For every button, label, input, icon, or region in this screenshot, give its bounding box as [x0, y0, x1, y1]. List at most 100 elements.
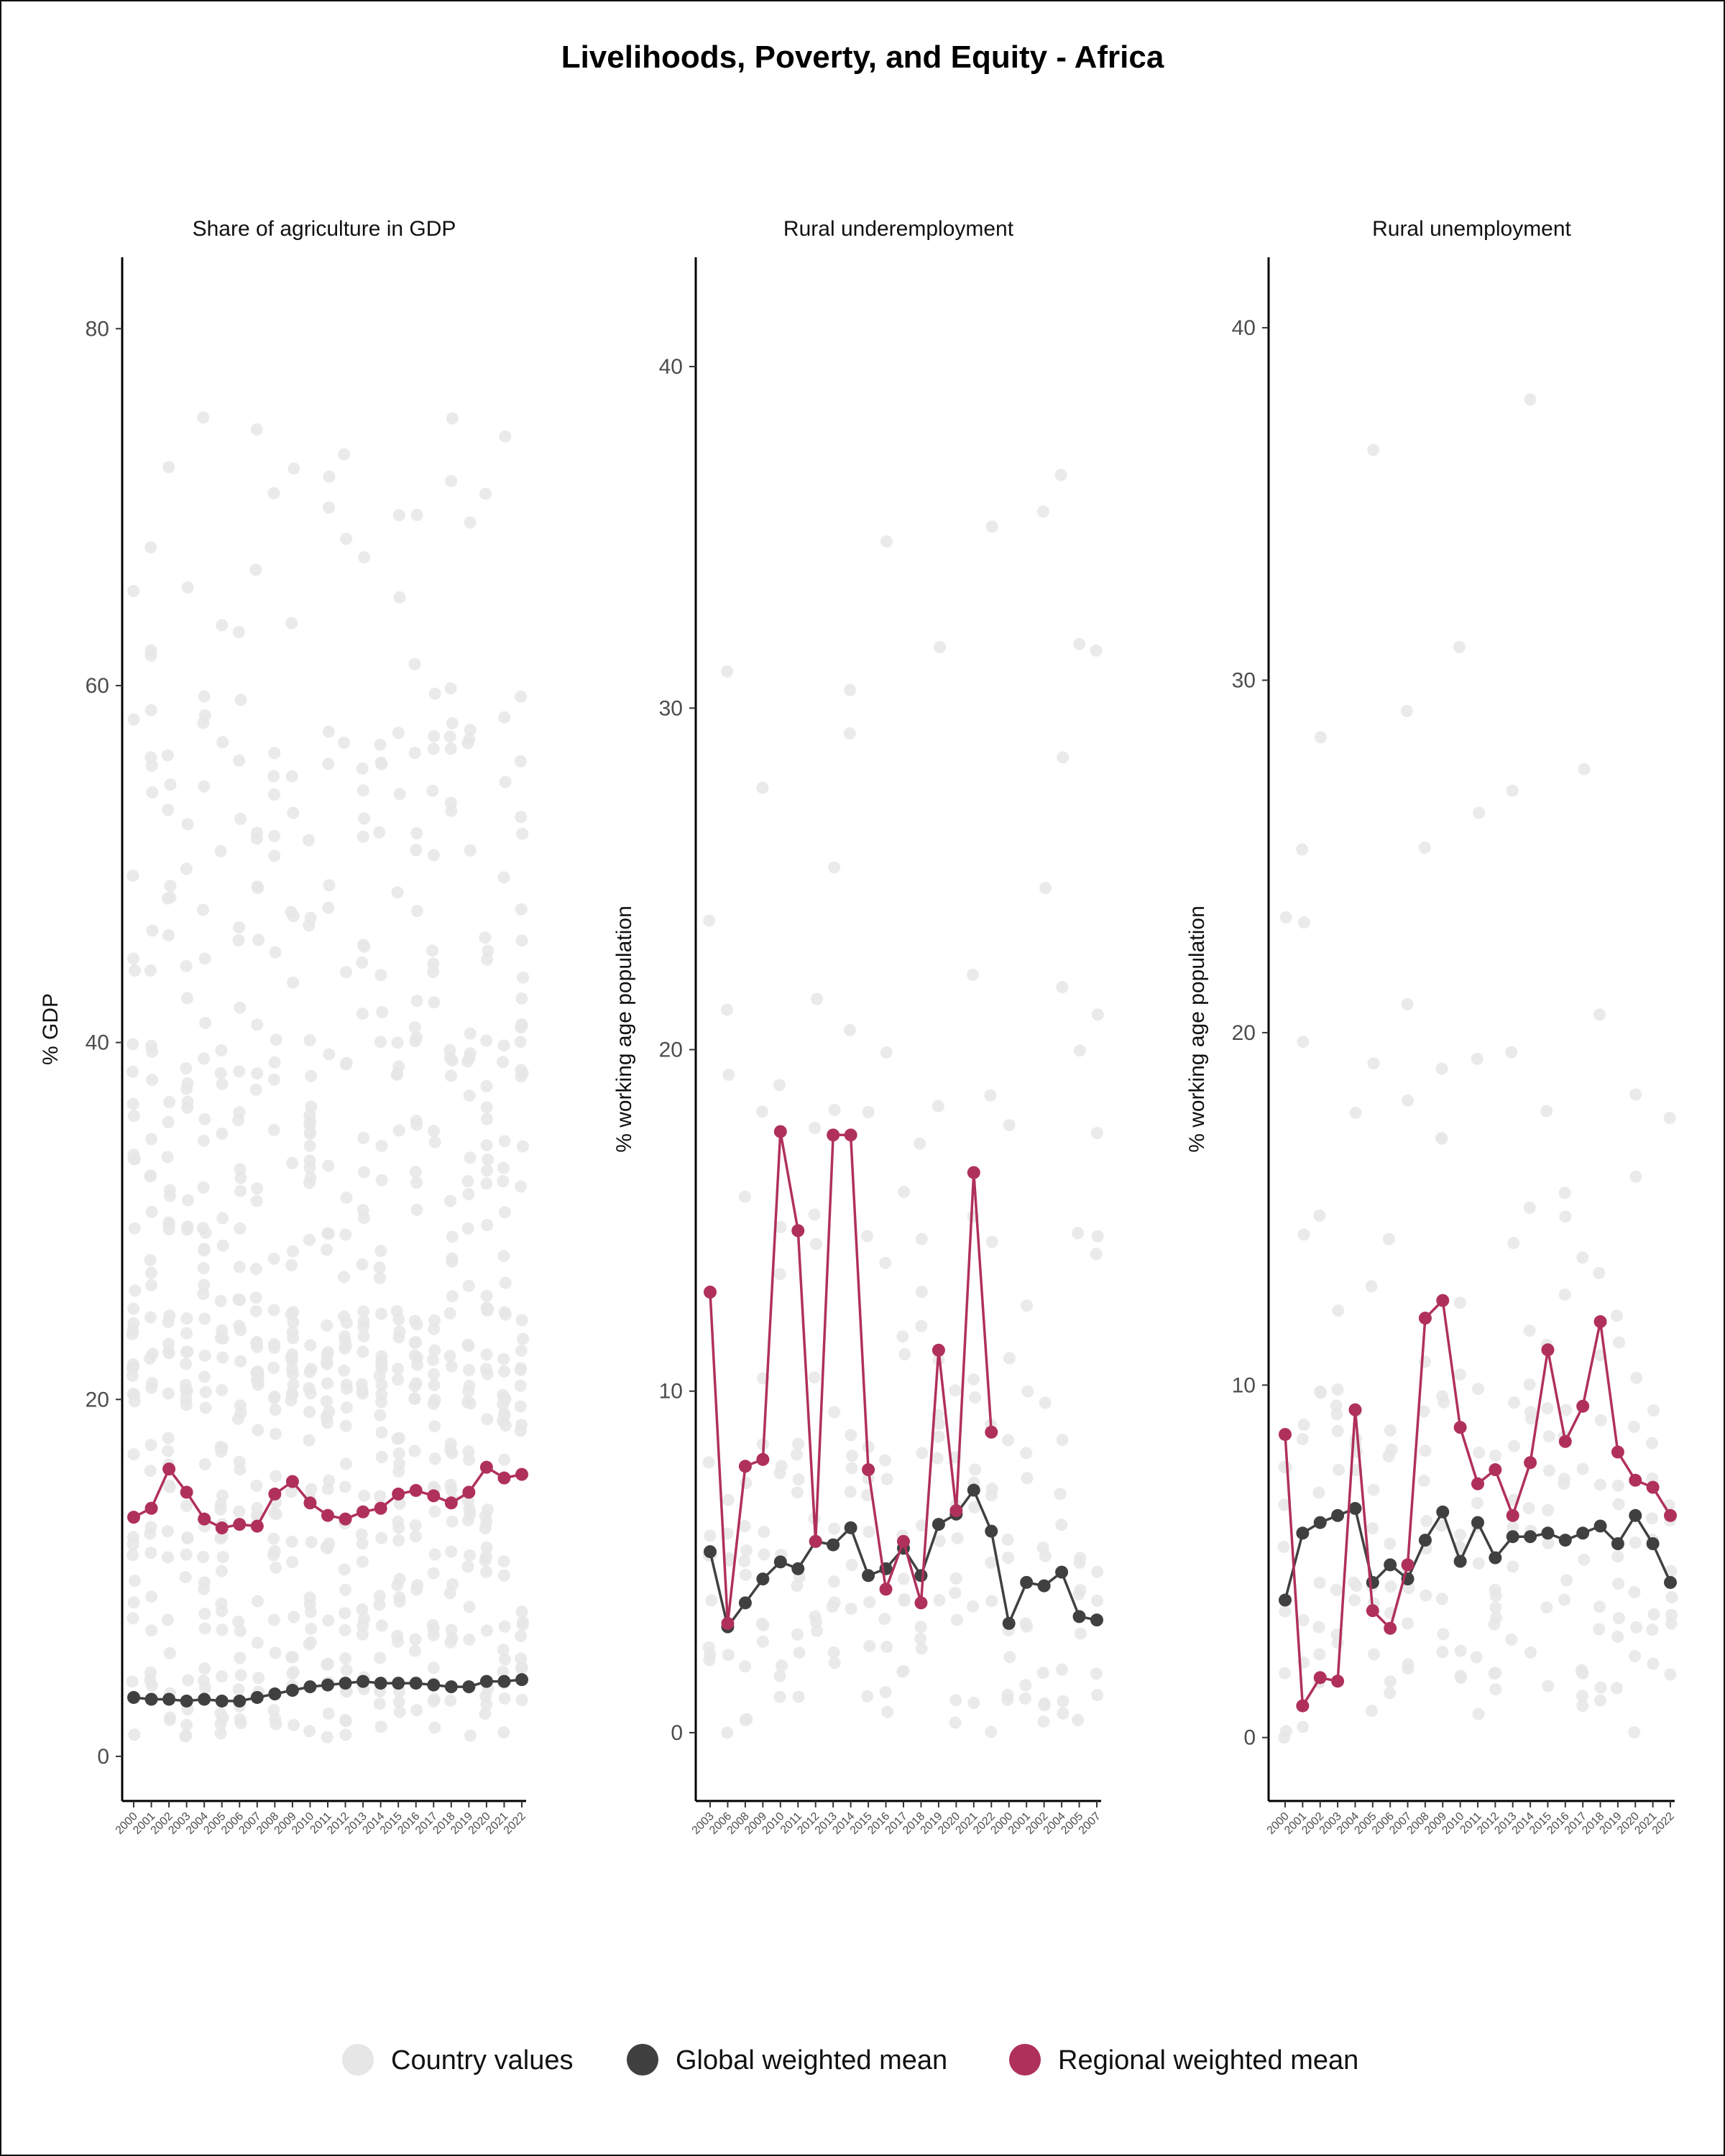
- country-value-point: [1541, 1402, 1554, 1415]
- country-value-point: [250, 826, 263, 839]
- country-value-point: [251, 1501, 264, 1514]
- country-value-point: [180, 1499, 193, 1512]
- country-value-point: [967, 1696, 980, 1709]
- country-value-point: [499, 1308, 512, 1321]
- global-mean-point: [144, 1692, 158, 1706]
- country-value-point: [287, 976, 300, 989]
- country-value-point: [233, 1505, 246, 1518]
- country-value-point: [1578, 1553, 1591, 1566]
- country-value-point: [411, 1358, 424, 1371]
- country-value-point: [1524, 1646, 1537, 1659]
- country-value-point: [985, 1726, 998, 1738]
- country-value-point: [828, 1657, 841, 1669]
- global-mean-point: [1664, 1575, 1677, 1589]
- country-value-point: [828, 1406, 841, 1419]
- country-value-point: [497, 1726, 510, 1739]
- country-value-point: [322, 1614, 335, 1627]
- country-value-point: [480, 1164, 493, 1177]
- legend-label: Global weighted mean: [676, 2045, 947, 2076]
- country-value-point: [1367, 1057, 1380, 1070]
- country-value-point: [1438, 1396, 1450, 1409]
- country-value-point: [1402, 1662, 1414, 1675]
- country-value-point: [426, 1353, 439, 1366]
- country-value-point: [252, 934, 265, 946]
- country-value-point: [252, 1424, 264, 1437]
- country-value-point: [497, 1644, 510, 1657]
- global-mean-point: [1002, 1616, 1016, 1630]
- country-value-point: [515, 1021, 528, 1034]
- country-value-point: [792, 1473, 805, 1485]
- country-value-point: [428, 996, 441, 1009]
- country-value-point: [146, 1074, 159, 1087]
- country-value-point: [514, 1036, 527, 1049]
- country-value-point: [267, 1613, 280, 1626]
- country-value-point: [1056, 1663, 1069, 1676]
- y-tick-label: 10: [659, 1380, 683, 1404]
- global-mean-point: [1471, 1516, 1484, 1529]
- country-value-point: [162, 1347, 175, 1360]
- country-value-point: [373, 826, 386, 839]
- country-value-point: [1630, 1371, 1643, 1384]
- country-value-point: [303, 1034, 316, 1047]
- country-value-point: [844, 683, 857, 696]
- country-value-point: [497, 1175, 510, 1188]
- country-value-point: [216, 1670, 229, 1683]
- country-value-point: [428, 1420, 441, 1433]
- country-value-point: [288, 1611, 300, 1623]
- country-value-point: [268, 747, 281, 760]
- country-value-point: [251, 1182, 264, 1195]
- country-value-point: [144, 1439, 157, 1452]
- country-value-point: [375, 1619, 388, 1632]
- country-value-point: [198, 690, 211, 703]
- country-value-point: [1593, 1694, 1606, 1707]
- country-value-point: [234, 1324, 247, 1337]
- global-mean-point: [392, 1677, 405, 1690]
- country-value-point: [862, 1105, 875, 1118]
- global-mean-point: [1489, 1551, 1502, 1565]
- global-mean-point: [1629, 1508, 1642, 1522]
- country-value-point: [497, 1365, 510, 1378]
- country-value-point: [410, 1118, 423, 1131]
- regional-mean-point: [1279, 1427, 1292, 1441]
- country-value-point: [515, 690, 528, 703]
- country-value-point: [126, 1549, 139, 1562]
- country-value-point: [1593, 1478, 1606, 1491]
- country-value-point: [1072, 1713, 1085, 1726]
- country-value-point: [1420, 1515, 1433, 1528]
- country-value-point: [250, 1366, 263, 1379]
- country-value-point: [844, 1485, 857, 1498]
- country-value-point: [285, 1350, 298, 1363]
- legend-key: [627, 2044, 658, 2076]
- global-mean-point: [791, 1562, 805, 1575]
- legend-label: Regional weighted mean: [1058, 2045, 1358, 2076]
- global-mean-point: [180, 1694, 193, 1708]
- country-value-point: [127, 1448, 140, 1461]
- country-value-point: [428, 1692, 441, 1705]
- country-value-point: [181, 1345, 194, 1358]
- global-mean-point: [1055, 1565, 1069, 1579]
- country-value-point: [480, 1139, 493, 1152]
- country-value-point: [480, 1289, 493, 1302]
- country-value-point: [499, 1419, 512, 1432]
- country-value-point: [1018, 1692, 1031, 1705]
- country-value-point: [934, 640, 947, 653]
- country-value-point: [1593, 1266, 1606, 1279]
- country-value-point: [898, 1185, 911, 1198]
- country-value-point: [339, 1457, 352, 1470]
- global-mean-point: [1541, 1526, 1555, 1540]
- country-value-point: [198, 1279, 211, 1291]
- y-axis-label: % working age population: [1185, 906, 1209, 1153]
- country-value-point: [393, 591, 406, 604]
- country-value-point: [1612, 1498, 1625, 1511]
- country-value-point: [828, 1104, 841, 1117]
- country-value-point: [863, 1640, 876, 1653]
- regional-mean-point: [268, 1487, 282, 1501]
- country-value-point: [250, 423, 263, 436]
- country-value-point: [161, 1551, 174, 1564]
- country-value-point: [322, 1707, 335, 1720]
- country-value-point: [446, 1230, 459, 1243]
- country-value-point: [408, 1349, 421, 1362]
- country-value-point: [339, 1623, 351, 1636]
- country-value-point: [216, 1489, 229, 1502]
- country-value-point: [498, 1620, 511, 1633]
